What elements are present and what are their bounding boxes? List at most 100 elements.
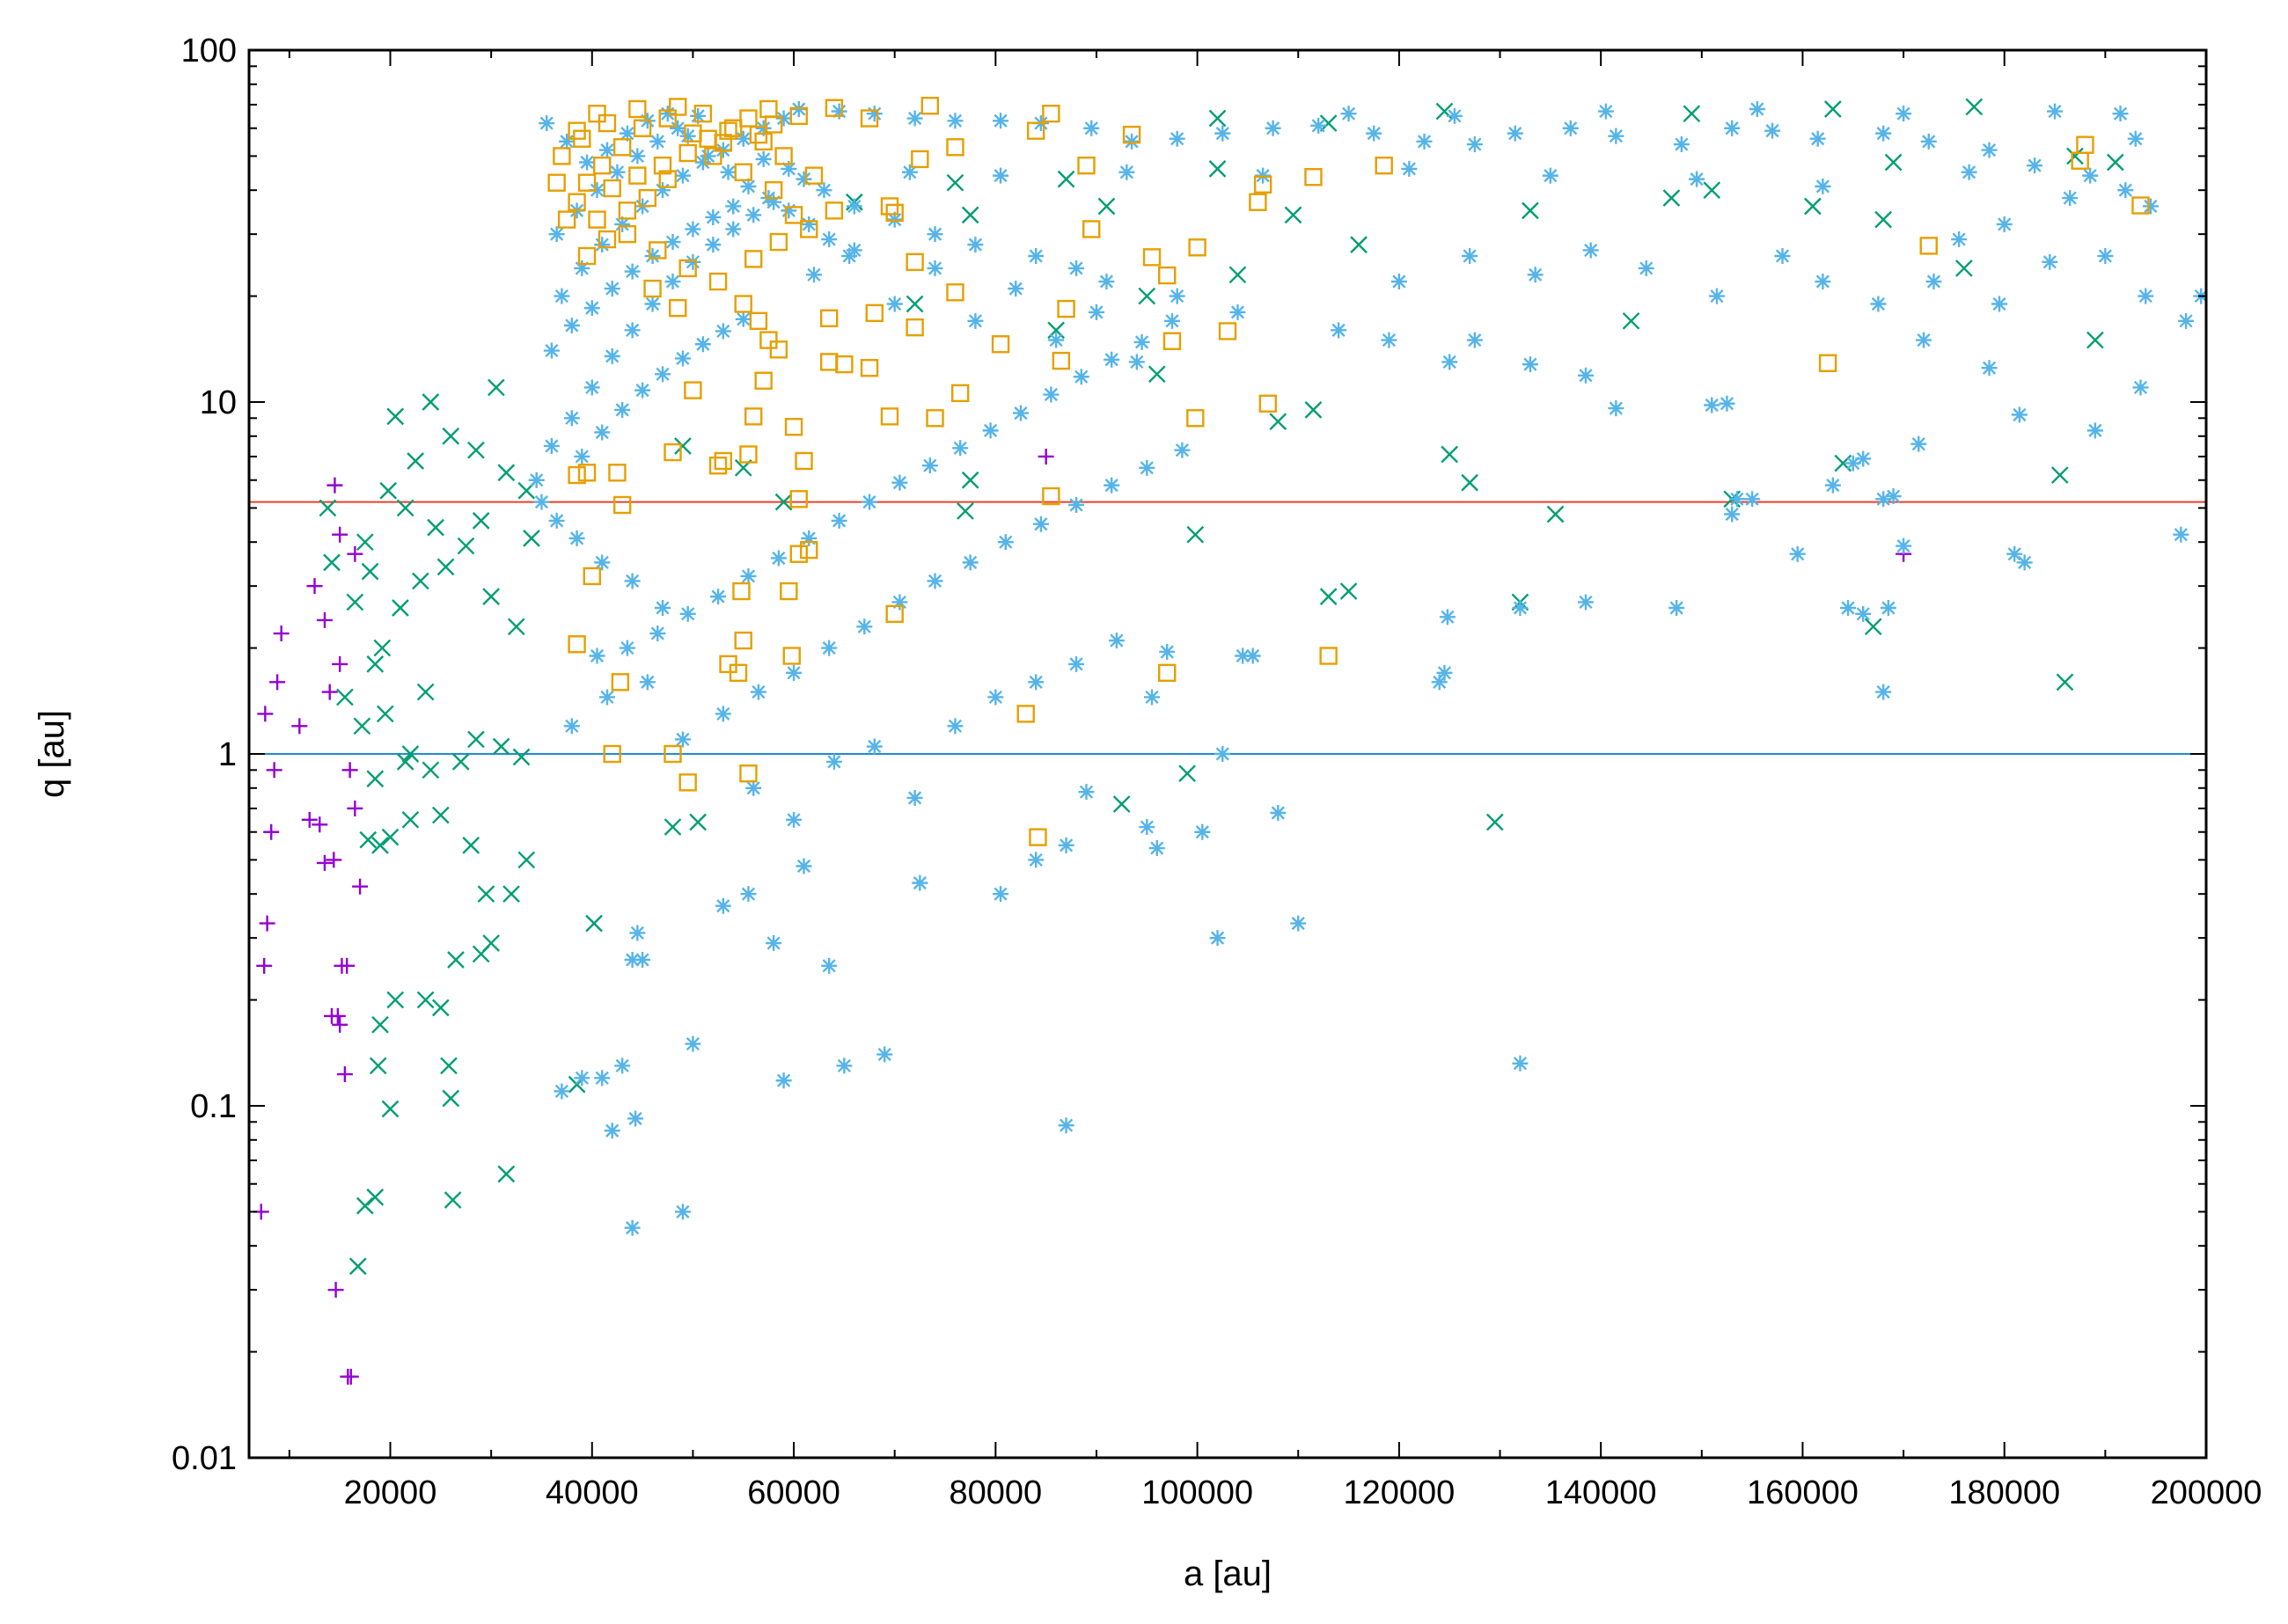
point [332, 1016, 348, 1033]
point [796, 858, 812, 874]
point [1340, 106, 1357, 122]
point [1381, 332, 1397, 348]
point [1174, 442, 1191, 458]
point [1077, 156, 1096, 175]
point [1148, 365, 1166, 384]
point [1012, 405, 1029, 421]
point [678, 259, 697, 278]
point [2027, 157, 2043, 174]
point [1112, 795, 1131, 813]
point [659, 106, 676, 122]
point [614, 216, 631, 232]
point [1512, 1055, 1529, 1072]
point [685, 1035, 701, 1052]
point [1214, 746, 1231, 762]
point [554, 288, 570, 304]
point [739, 109, 758, 128]
point [835, 355, 854, 374]
point [644, 296, 661, 312]
point [653, 156, 672, 175]
point [619, 125, 635, 142]
point [347, 545, 363, 562]
point [664, 818, 682, 836]
point [1815, 274, 1831, 290]
point [379, 481, 398, 500]
point [678, 773, 697, 792]
point [1350, 236, 1368, 253]
point [608, 464, 627, 482]
point [689, 813, 707, 831]
point [624, 263, 641, 280]
point [658, 170, 677, 188]
point [416, 683, 435, 701]
point [611, 673, 630, 691]
point [759, 99, 778, 119]
point [259, 915, 275, 932]
point [816, 182, 832, 199]
point [1057, 170, 1075, 188]
point [952, 440, 969, 457]
point [431, 999, 450, 1017]
point [1522, 201, 1539, 220]
point [1774, 248, 1791, 265]
point [1104, 477, 1120, 494]
point [1158, 266, 1177, 285]
point [1310, 117, 1327, 134]
point [805, 267, 822, 283]
point [603, 744, 621, 764]
point [543, 342, 560, 359]
point [891, 594, 908, 611]
point [329, 1007, 346, 1024]
point [1764, 122, 1781, 139]
point [789, 490, 808, 508]
point [1319, 114, 1338, 132]
point [784, 206, 803, 224]
point [440, 1057, 458, 1075]
point [655, 600, 671, 617]
x-tick-label: 80000 [949, 1474, 1042, 1511]
point [1058, 837, 1074, 853]
point [1104, 351, 1120, 368]
point [568, 121, 586, 140]
point [987, 689, 1004, 706]
point [1597, 103, 1614, 120]
y-tick-label: 100 [181, 33, 237, 69]
point [2006, 545, 2023, 562]
point [604, 347, 620, 364]
point [1319, 647, 1338, 665]
point [876, 1046, 893, 1063]
point [2047, 103, 2064, 120]
point [1431, 674, 1448, 691]
point [1186, 409, 1205, 428]
point [750, 684, 766, 700]
point [614, 401, 631, 418]
point [927, 226, 943, 243]
point [563, 718, 580, 735]
x-tick-label: 160000 [1747, 1474, 1859, 1511]
point [786, 811, 803, 828]
point [1522, 356, 1538, 373]
point [422, 761, 440, 779]
point [1870, 296, 1887, 312]
point [1582, 242, 1599, 259]
point [629, 925, 646, 941]
point [1728, 491, 1745, 508]
point [1996, 216, 2013, 232]
point [1169, 288, 1185, 304]
point [1032, 516, 1049, 532]
point [1139, 819, 1155, 836]
point [674, 167, 691, 184]
point [1138, 287, 1156, 305]
tick-labels: 20000 40000 60000 80000 100000 120000 140000 16… [172, 33, 2262, 1511]
point [1446, 107, 1463, 124]
point [655, 366, 671, 383]
x-tick-label: 180000 [1948, 1474, 2060, 1511]
point [559, 133, 576, 150]
x-tick-label: 140000 [1545, 1474, 1657, 1511]
point [579, 154, 596, 171]
point [1874, 210, 1892, 229]
point [1818, 354, 1837, 372]
point [700, 148, 716, 165]
point [273, 625, 290, 642]
point [1844, 455, 1861, 472]
